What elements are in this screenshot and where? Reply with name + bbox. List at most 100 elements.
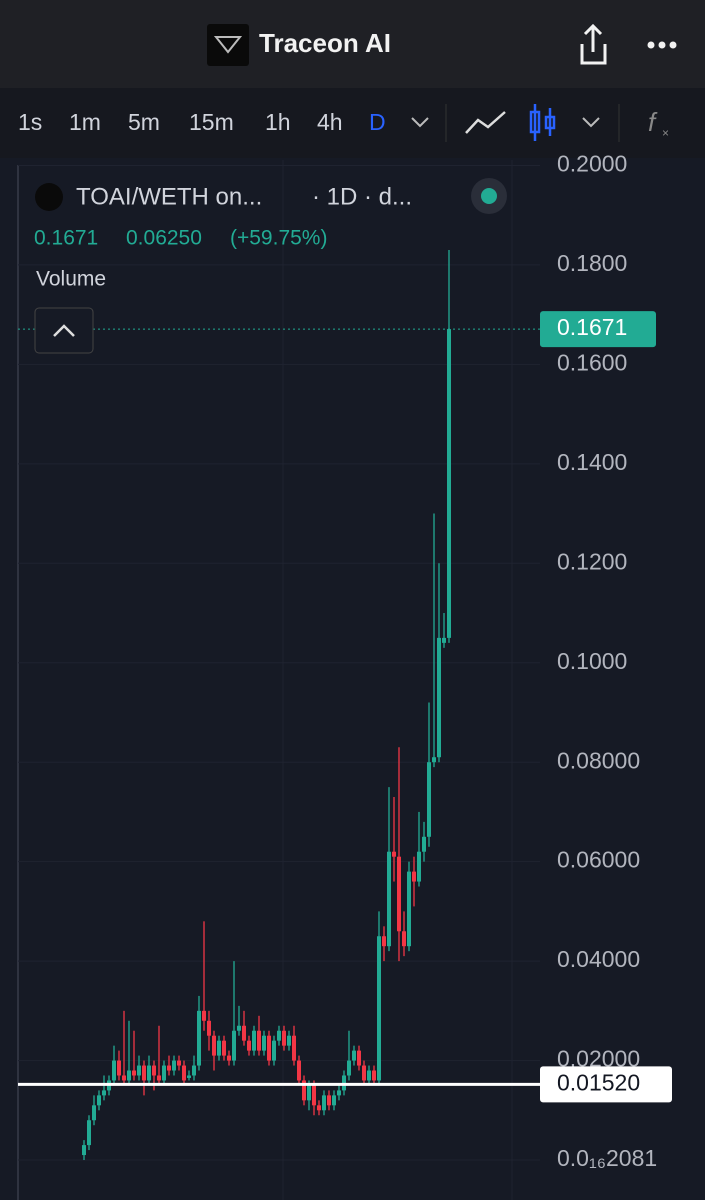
candle-body bbox=[122, 1075, 126, 1081]
app-logo bbox=[207, 24, 249, 66]
indicators-button-x[interactable]: × bbox=[662, 126, 669, 140]
y-tick-label: 0.1400 bbox=[557, 449, 627, 475]
interval-dropdown[interactable] bbox=[411, 117, 429, 128]
candle-body bbox=[202, 1010, 206, 1021]
y-tick-label: 0.06000 bbox=[557, 847, 640, 873]
candle-body bbox=[197, 1010, 201, 1066]
candle-body bbox=[372, 1070, 376, 1081]
candle-body bbox=[167, 1065, 171, 1071]
candle-chart-button[interactable] bbox=[529, 104, 556, 141]
more-button[interactable] bbox=[647, 41, 677, 49]
last-price-tag bbox=[540, 311, 656, 348]
toolbar bbox=[0, 88, 705, 158]
candle-body bbox=[177, 1060, 181, 1066]
candle-body bbox=[377, 936, 381, 1081]
candle-body bbox=[332, 1095, 336, 1106]
candle-body bbox=[387, 851, 391, 947]
last-price-label: 0.1671 bbox=[557, 314, 627, 340]
interval-button[interactable]: 15m bbox=[189, 109, 234, 135]
candle-body bbox=[117, 1060, 121, 1076]
candle-body bbox=[352, 1050, 356, 1061]
candle-body bbox=[127, 1070, 131, 1081]
y-tick-label: 0.0₁₆2081 bbox=[557, 1145, 657, 1171]
y-tick-label: 0.2000 bbox=[557, 151, 627, 177]
y-tick-label: 0.1200 bbox=[557, 548, 627, 574]
candle-body bbox=[327, 1095, 331, 1106]
header-title: Traceon AI bbox=[259, 28, 391, 58]
collapse-button[interactable] bbox=[34, 307, 94, 354]
candle-body bbox=[437, 637, 441, 758]
collapse-icon[interactable] bbox=[53, 324, 75, 337]
candle-body bbox=[287, 1035, 291, 1046]
line-chart-button[interactable] bbox=[465, 111, 506, 134]
candle-body bbox=[397, 856, 401, 932]
candle-body bbox=[272, 1040, 276, 1061]
candle-body bbox=[442, 637, 446, 643]
candle-body bbox=[382, 936, 386, 947]
candle-body bbox=[187, 1075, 191, 1078]
y-tick-label: 0.1600 bbox=[557, 349, 627, 375]
candle-body bbox=[152, 1065, 156, 1076]
candle-body bbox=[142, 1065, 146, 1081]
symbol-interval: · 1D · d... bbox=[312, 183, 412, 210]
candle-body bbox=[422, 836, 426, 852]
candle-body bbox=[217, 1040, 221, 1056]
candle-body bbox=[417, 851, 421, 882]
candle-body bbox=[212, 1035, 216, 1056]
candle-body bbox=[162, 1065, 166, 1081]
candle-body bbox=[362, 1065, 366, 1081]
candle-body bbox=[157, 1075, 161, 1081]
interval-button[interactable]: 1m bbox=[69, 109, 101, 135]
volume-label: Volume bbox=[36, 268, 106, 291]
y-tick-label: 0.04000 bbox=[557, 946, 640, 972]
interval-button[interactable]: 1h bbox=[265, 109, 291, 135]
candle-body bbox=[392, 851, 396, 857]
indicators-button[interactable]: f bbox=[648, 107, 658, 137]
candle-body bbox=[257, 1030, 261, 1051]
symbol-name[interactable]: TOAI/WETH on... bbox=[76, 183, 262, 210]
candle-body bbox=[207, 1020, 211, 1036]
candle-body bbox=[322, 1095, 326, 1111]
candle-body bbox=[92, 1105, 96, 1121]
candle-body bbox=[252, 1030, 256, 1051]
candle-body bbox=[242, 1025, 246, 1041]
interval-button[interactable]: 4h bbox=[317, 109, 343, 135]
y-tick-label: 0.08000 bbox=[557, 747, 640, 773]
legend-close: 0.1671 bbox=[34, 227, 98, 250]
candle-body bbox=[262, 1035, 266, 1051]
share-button[interactable] bbox=[580, 23, 607, 65]
candle-body bbox=[267, 1035, 271, 1061]
candle-body bbox=[182, 1065, 186, 1081]
candle-body bbox=[172, 1060, 176, 1071]
candle-body bbox=[317, 1105, 321, 1111]
y-tick-label: 0.1000 bbox=[557, 648, 627, 674]
candle-body bbox=[192, 1065, 196, 1076]
candle-body bbox=[87, 1120, 91, 1146]
interval-button[interactable]: 5m bbox=[128, 109, 160, 135]
candle-body bbox=[447, 329, 451, 638]
candle-body bbox=[427, 762, 431, 837]
candle-body bbox=[112, 1060, 116, 1081]
candle-body bbox=[292, 1035, 296, 1061]
status-dot bbox=[481, 188, 497, 204]
candle-body bbox=[407, 871, 411, 947]
interval-button[interactable]: 1s bbox=[18, 109, 42, 135]
legend-change: 0.06250 bbox=[126, 227, 202, 250]
chart-type-dropdown[interactable] bbox=[582, 117, 600, 128]
candle-body bbox=[102, 1090, 106, 1096]
logo-mark bbox=[213, 36, 243, 54]
candle-body bbox=[147, 1065, 151, 1081]
symbol-logo bbox=[35, 183, 63, 211]
candle-body bbox=[277, 1030, 281, 1041]
candle-body bbox=[347, 1060, 351, 1076]
legend-change-pct: (+59.75%) bbox=[230, 227, 327, 250]
candle-body bbox=[232, 1030, 236, 1061]
candle-body bbox=[312, 1085, 316, 1106]
interval-button[interactable]: D bbox=[369, 109, 386, 135]
candle-body bbox=[282, 1030, 286, 1046]
candle-body bbox=[247, 1040, 251, 1051]
candle-body bbox=[302, 1080, 306, 1101]
candle-body bbox=[82, 1145, 86, 1156]
candle-body bbox=[337, 1090, 341, 1096]
